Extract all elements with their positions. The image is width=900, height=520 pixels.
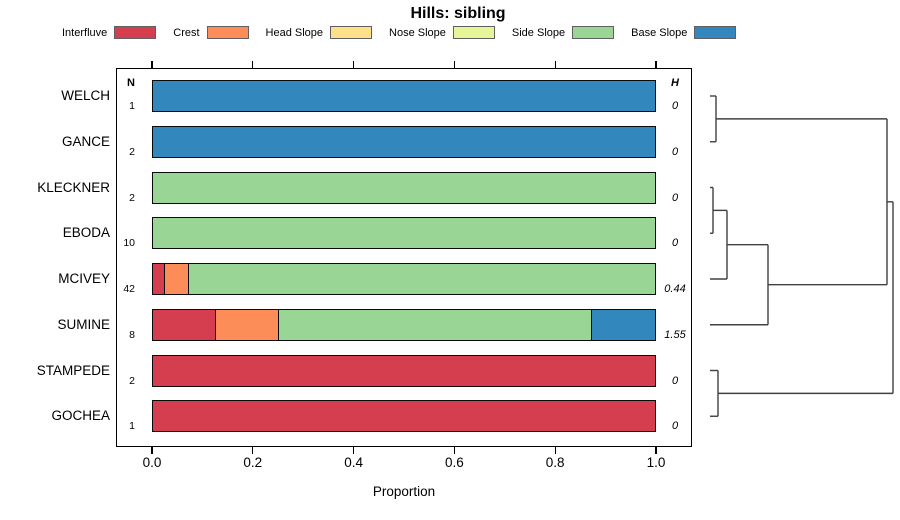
x-axis-tick-label: 0.4 <box>344 455 363 470</box>
row-label-welch: WELCH <box>61 88 110 103</box>
bar-segment-base-slope <box>153 81 655 111</box>
legend-label: Base Slope <box>631 26 688 39</box>
bar-segment-crest <box>164 264 189 294</box>
legend-item-base-slope: Base Slope <box>631 26 737 39</box>
legend-swatch-interfluve-icon <box>114 26 157 39</box>
x-axis-tick <box>352 447 355 454</box>
x-axis-tick-top <box>352 61 355 68</box>
x-axis-tick <box>655 447 657 454</box>
bar-segment-interfluve <box>153 264 165 294</box>
stacked-bar-gochea <box>152 400 656 433</box>
stacked-bar-stampede <box>152 354 656 387</box>
h-value-mcivey: 0.44 <box>664 283 686 295</box>
row-label-eboda: EBODA <box>62 225 110 241</box>
legend-swatch-nose-slope-icon <box>452 26 495 39</box>
h-column-header: H <box>671 77 679 89</box>
n-value-gance: 2 <box>129 145 135 158</box>
legend-item-head-slope: Head Slope <box>266 26 373 39</box>
x-axis-tick-top <box>554 61 556 68</box>
stacked-bar-welch <box>152 80 656 112</box>
n-value-welch: 1 <box>129 100 135 112</box>
x-axis-tick-label: 0.2 <box>243 455 263 470</box>
bar-segment-crest <box>215 309 279 340</box>
bar-segment-interfluve <box>153 309 216 340</box>
h-value-stampede: 0 <box>671 374 679 387</box>
h-value-gochea: 0 <box>671 420 679 433</box>
stacked-bar-sumine <box>152 308 656 341</box>
x-axis-label: Proportion <box>372 484 436 499</box>
legend: Interfluve Crest Head Slope Nose Slope Side … <box>62 26 753 39</box>
bar-segment-base-slope <box>153 126 655 157</box>
legend-item-interfluve: Interfluve <box>62 26 157 39</box>
x-axis-tick-label: 0.6 <box>445 455 464 470</box>
bar-segment-side-slope <box>153 218 655 249</box>
x-axis-tick <box>554 447 556 454</box>
n-value-kleckner: 2 <box>129 191 135 204</box>
bar-segment-interfluve <box>153 355 655 386</box>
h-value-sumine: 1.55 <box>664 328 686 341</box>
x-axis-tick <box>252 447 254 454</box>
row-label-gance: GANCE <box>61 133 110 149</box>
legend-label: Side Slope <box>511 26 566 39</box>
n-column-header: N <box>127 77 135 89</box>
x-axis-tick <box>453 447 456 454</box>
n-value-sumine: 8 <box>129 328 135 341</box>
row-label-sumine: SUMINE <box>57 316 110 332</box>
legend-swatch-side-slope-icon <box>572 26 615 39</box>
x-axis-tick-label: 0.8 <box>545 455 565 470</box>
stacked-bar-eboda <box>152 217 656 250</box>
stacked-bar-gance <box>152 125 656 158</box>
bar-segment-side-slope <box>153 172 655 203</box>
x-axis-tick-top <box>655 61 657 68</box>
legend-label: Crest <box>173 26 200 39</box>
n-value-mcivey: 42 <box>123 283 135 295</box>
row-label-stampede: STAMPEDE <box>36 362 110 378</box>
bar-segment-base-slope <box>592 309 655 340</box>
n-value-gochea: 1 <box>129 420 135 433</box>
legend-swatch-crest-icon <box>206 26 249 39</box>
bar-segment-side-slope <box>188 264 655 294</box>
legend-item-nose-slope: Nose Slope <box>389 26 495 39</box>
legend-label: Interfluve <box>62 26 108 39</box>
bar-segment-side-slope <box>278 309 593 340</box>
x-axis-tick-top <box>453 61 456 68</box>
row-label-mcivey: MCIVEY <box>58 271 110 286</box>
stacked-bar-mcivey <box>152 263 656 295</box>
bar-segment-interfluve <box>153 401 655 432</box>
h-value-welch: 0 <box>671 100 679 112</box>
chart-title: Hills: sibling <box>410 5 506 22</box>
n-value-stampede: 2 <box>129 374 135 387</box>
n-value-eboda: 10 <box>123 237 135 250</box>
legend-swatch-base-slope-icon <box>694 26 737 39</box>
row-label-gochea: GOCHEA <box>51 408 110 424</box>
h-value-eboda: 0 <box>671 237 679 250</box>
x-axis-tick-label: 0.0 <box>142 455 162 470</box>
legend-label: Nose Slope <box>389 26 446 39</box>
stacked-bar-kleckner <box>152 171 656 204</box>
x-axis-tick-top <box>252 61 254 68</box>
legend-swatch-head-slope-icon <box>330 26 373 39</box>
x-axis-tick <box>151 447 153 454</box>
h-value-gance: 0 <box>671 145 679 158</box>
legend-item-crest: Crest <box>173 26 249 39</box>
x-axis-tick-label: 1.0 <box>646 455 666 470</box>
x-axis-tick-top <box>151 61 153 68</box>
row-label-kleckner: KLECKNER <box>37 179 110 195</box>
legend-label: Head Slope <box>265 26 324 39</box>
h-value-kleckner: 0 <box>671 191 679 204</box>
legend-item-side-slope: Side Slope <box>511 26 615 39</box>
